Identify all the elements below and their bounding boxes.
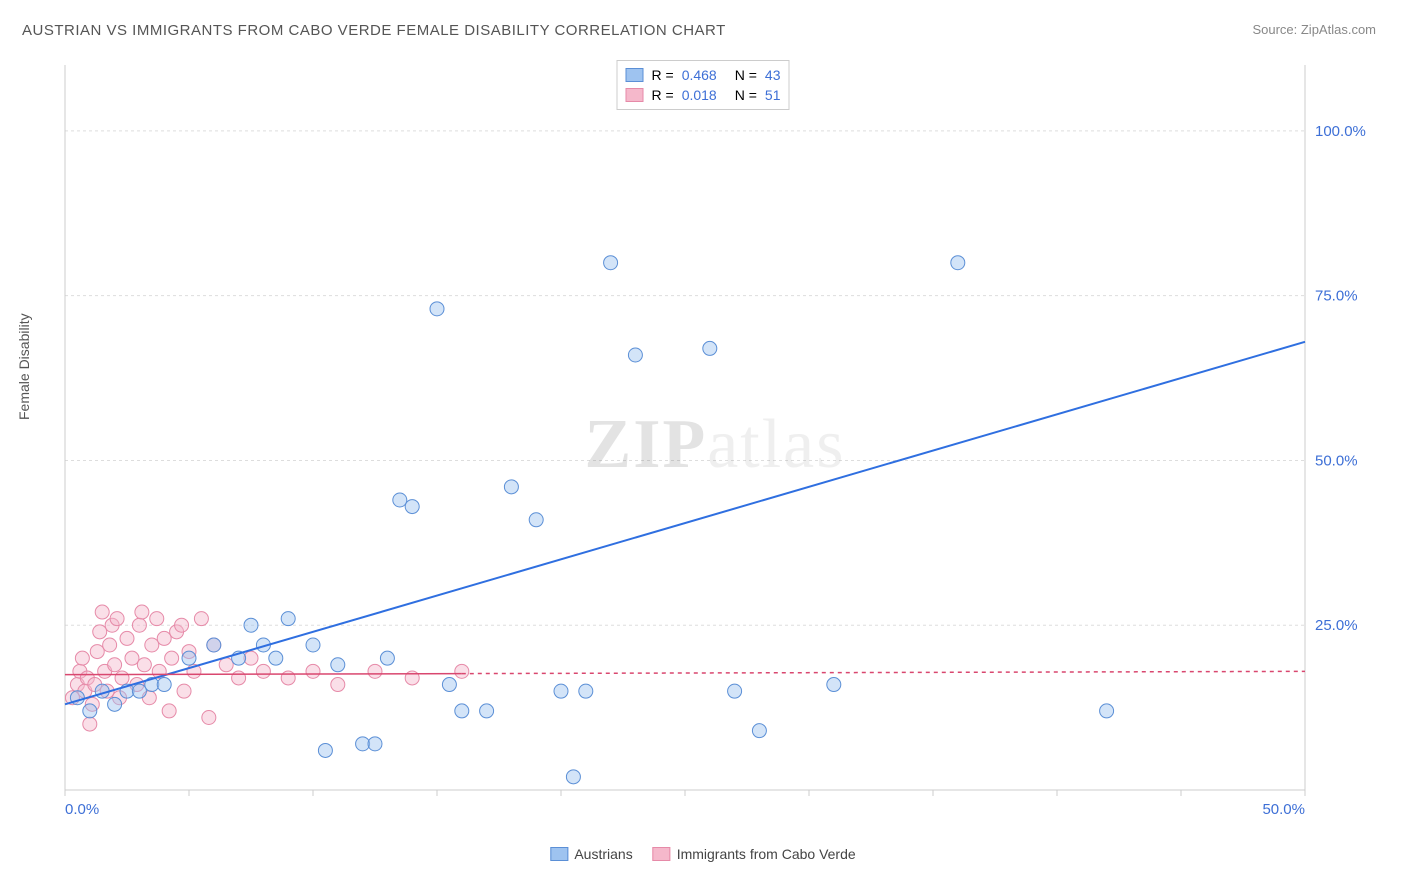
n-label: N =: [735, 87, 757, 103]
legend-item-austrians: Austrians: [550, 846, 632, 862]
legend-label-austrians: Austrians: [574, 846, 632, 862]
svg-text:75.0%: 75.0%: [1315, 288, 1358, 305]
r-label: R =: [652, 87, 674, 103]
r-label: R =: [652, 67, 674, 83]
svg-text:50.0%: 50.0%: [1315, 452, 1358, 469]
plot-area: 25.0%50.0%75.0%100.0%0.0%50.0% ZIPatlas: [55, 60, 1375, 830]
svg-text:50.0%: 50.0%: [1262, 801, 1305, 818]
swatch-austrians: [626, 68, 644, 82]
swatch-cabo-verde: [626, 88, 644, 102]
correlation-legend: R = 0.468 N = 43 R = 0.018 N = 51: [617, 60, 790, 110]
scatter-chart: 25.0% 50.0% 75.0% 100.0% 0.0% 50.0%: [55, 60, 1375, 830]
series-legend: Austrians Immigrants from Cabo Verde: [550, 846, 855, 862]
swatch-austrians-bottom: [550, 847, 568, 861]
svg-text:0.0%: 0.0%: [65, 801, 99, 818]
legend-item-cabo-verde: Immigrants from Cabo Verde: [653, 846, 856, 862]
source-attribution: Source: ZipAtlas.com: [1252, 22, 1376, 37]
legend-row-austrians: R = 0.468 N = 43: [626, 65, 781, 85]
y-axis-label: Female Disability: [16, 313, 32, 420]
r-value-austrians: 0.468: [682, 67, 717, 83]
svg-text:100.0%: 100.0%: [1315, 123, 1366, 140]
r-value-cabo-verde: 0.018: [682, 87, 717, 103]
chart-container: AUSTRIAN VS IMMIGRANTS FROM CABO VERDE F…: [0, 0, 1406, 892]
legend-row-cabo-verde: R = 0.018 N = 51: [626, 85, 781, 105]
n-label: N =: [735, 67, 757, 83]
chart-title: AUSTRIAN VS IMMIGRANTS FROM CABO VERDE F…: [22, 22, 726, 39]
n-value-cabo-verde: 51: [765, 87, 781, 103]
legend-label-cabo-verde: Immigrants from Cabo Verde: [677, 846, 856, 862]
n-value-austrians: 43: [765, 67, 781, 83]
svg-text:25.0%: 25.0%: [1315, 617, 1358, 634]
swatch-cabo-verde-bottom: [653, 847, 671, 861]
